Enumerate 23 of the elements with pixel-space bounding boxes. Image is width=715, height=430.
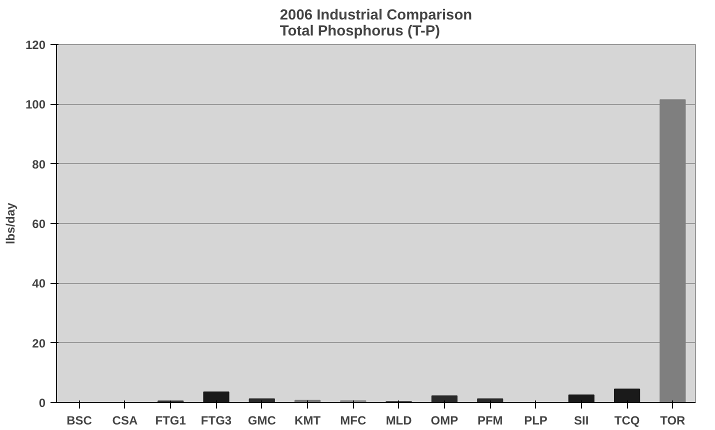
chart-title: 2006 Industrial Comparison Total Phosphorus (T-P)	[280, 8, 472, 40]
y-tick-label: 20	[32, 336, 46, 350]
y-tick-label: 40	[32, 276, 46, 291]
x-tick-label: SII	[574, 414, 589, 428]
x-tick-label: TOR	[660, 414, 686, 428]
x-tick-label: MLD	[386, 414, 412, 428]
y-tick-label: 60	[32, 217, 46, 231]
x-tick-label: GMC	[248, 414, 276, 428]
x-tick-label: FTG1	[155, 414, 186, 428]
x-tick-label: BSC	[66, 414, 92, 428]
y-tick-label: 80	[32, 157, 46, 172]
x-tick-label: TCQ	[614, 414, 640, 428]
x-tick-label: PLP	[524, 414, 548, 428]
y-tick-label: 100	[25, 98, 46, 112]
y-tick-label: 120	[25, 38, 46, 52]
x-tick-label: PFM	[477, 414, 503, 428]
x-tick-label: MFC	[340, 414, 367, 428]
x-tick-label: CSA	[112, 414, 138, 428]
x-tick-label: KMT	[294, 414, 322, 428]
x-tick-label: FTG3	[200, 414, 232, 428]
y-tick-label: 0	[38, 396, 46, 410]
x-tick-label: OMP	[430, 414, 458, 428]
y-axis-title: lbs/day	[3, 202, 18, 244]
